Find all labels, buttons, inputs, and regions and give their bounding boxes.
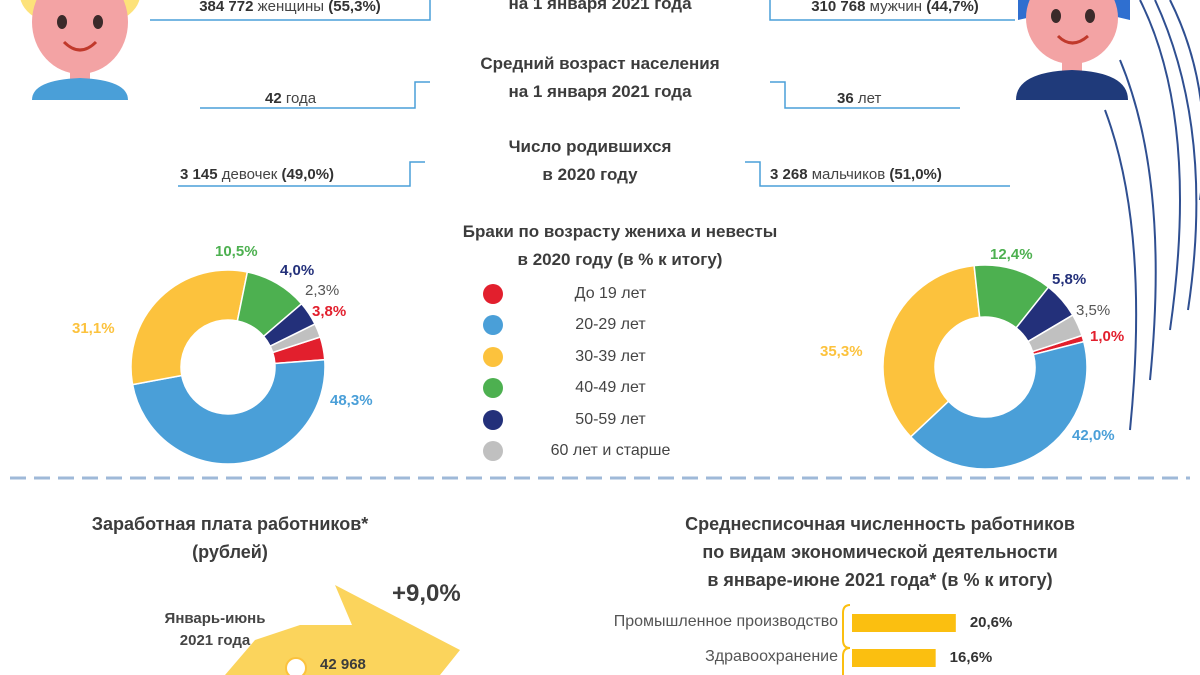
donut-data-label: 35,3% (820, 343, 863, 360)
legend-swatch (483, 283, 503, 304)
salary-value: 42 968 (320, 656, 366, 673)
employment-title-line3: в январе-июне 2021 года* (в % к итогу) (707, 570, 1053, 590)
employment-title: Среднесписочная численность работников п… (590, 510, 1170, 594)
women-population-value: 384 772 (199, 0, 254, 15)
salary-growth: +9,0% (392, 580, 461, 607)
men-population: 310 768 мужчин (44,7%) (770, 0, 1020, 15)
employment-title-line1: Среднесписочная численность работников (685, 514, 1075, 534)
births-girls-pct: (49,0%) (281, 166, 335, 183)
donut-data-label: 31,1% (72, 320, 115, 337)
births-girls-value: 3 145 (180, 166, 218, 183)
decorative-curves (1104, 0, 1200, 431)
donut-chart-right (882, 264, 1088, 470)
connector-lines (150, 0, 1015, 187)
salary-title-line1: Заработная плата работников* (91, 514, 369, 534)
donut-data-label: 42,0% (1072, 427, 1115, 444)
salary-period-line2: 2021 года (179, 632, 251, 649)
donut-slice (269, 323, 322, 354)
bracket-employment (842, 604, 851, 675)
boy-figure-icon (1016, 0, 1130, 100)
salary-period: Январь-июнь 2021 года (150, 608, 280, 652)
legend-label: До 19 лет (574, 284, 647, 302)
avg-age-women-value: 42 (265, 90, 282, 107)
births-boys-value: 3 268 (770, 166, 808, 183)
women-population-pct: (55,3%) (328, 0, 381, 15)
employment-value-label: 20,6% (969, 614, 1013, 631)
donut-data-label: 2,3% (305, 282, 340, 299)
women-population: 384 772 женщины (55,3%) (150, 0, 430, 15)
legend-swatch (483, 409, 503, 430)
births-boys-pct: (51,0%) (889, 166, 942, 183)
population-title: на 1 января 2021 года (508, 0, 692, 13)
avg-age-women-unit: года (285, 90, 317, 107)
employment-bar (852, 614, 956, 632)
donut-slice (131, 358, 326, 465)
legend-swatch (483, 378, 503, 399)
births-boys: 3 268 мальчиков (51,0%) (770, 166, 942, 183)
employment-title-line2: по видам экономической деятельности (702, 542, 1058, 562)
legend-label: 20-29 лет (575, 316, 646, 334)
employment-bar (852, 649, 936, 667)
salary-coin-icon (285, 657, 307, 675)
legend-item: 20-29 лет (483, 310, 723, 342)
legend-item: 40-49 лет (483, 373, 723, 405)
donut-data-label: 3,8% (312, 303, 347, 320)
employment-value-label: 16,6% (949, 649, 993, 666)
donut-data-label: 12,4% (990, 246, 1033, 263)
salary-period-line1: Январь-июнь (164, 610, 266, 627)
men-population-value: 310 768 (811, 0, 866, 15)
donut-slice (1027, 314, 1083, 353)
donut-data-label: 3,5% (1076, 302, 1111, 319)
women-population-label: женщины (257, 0, 325, 15)
births-title-line1: Число родившихся (508, 137, 672, 156)
employment-category-label: Промышленное производство (613, 613, 838, 630)
donut-slice (909, 340, 1088, 470)
legend-label: 60 лет и старше (550, 442, 671, 460)
births-title-line2: в 2020 году (542, 165, 638, 184)
salary-arrow-shape (225, 585, 460, 675)
employment-bar-chart (852, 614, 956, 667)
legend-item: До 19 лет (483, 278, 723, 310)
legend-label: 50-59 лет (575, 410, 646, 428)
births-title: Число родившихся в 2020 году (430, 133, 750, 189)
men-population-pct: (44,7%) (926, 0, 979, 15)
legend-item: 30-39 лет (483, 341, 723, 373)
avg-age-men-value: 36 (837, 90, 854, 107)
salary-title: Заработная плата работников* (рублей) (40, 510, 420, 566)
avg-age-women: 42 года (265, 90, 316, 107)
donut-data-label: 48,3% (330, 392, 373, 409)
donut-data-label: 1,0% (1090, 328, 1125, 345)
births-girls-label: девочек (221, 166, 278, 183)
employment-category-label: Здравоохранение (705, 648, 838, 665)
donut-slice (882, 264, 981, 438)
men-population-label: мужчин (869, 0, 923, 15)
births-girls: 3 145 девочек (49,0%) (180, 166, 334, 183)
legend-swatch (483, 441, 503, 462)
donut-chart-left (130, 269, 326, 465)
legend-swatch (483, 346, 503, 367)
births-boys-label: мальчиков (811, 166, 886, 183)
legend-label: 30-39 лет (575, 347, 646, 365)
girl-figure-icon (20, 0, 140, 100)
marriages-title-line1: Браки по возрасту жениха и невесты (462, 222, 778, 241)
avg-age-men: 36 лет (837, 90, 881, 107)
marriages-legend: До 19 лет 20-29 лет 30-39 лет 40-49 лет 50-5… (483, 278, 723, 467)
marriages-title: Браки по возрасту жениха и невесты в 202… (380, 218, 860, 274)
marriages-title-line2: в 2020 году (в % к итогу) (517, 250, 723, 269)
legend-swatch (483, 315, 503, 336)
donut-data-label: 10,5% (215, 243, 258, 260)
donut-data-label: 5,8% (1052, 271, 1087, 288)
avg-age-title-line2: на 1 января 2021 года (508, 82, 692, 101)
salary-title-line2: (рублей) (192, 542, 268, 562)
donut-slice (130, 269, 249, 386)
legend-label: 40-49 лет (575, 379, 646, 397)
donut-data-label: 4,0% (280, 262, 315, 279)
legend-item: 60 лет и старше (483, 436, 723, 468)
avg-age-title: Средний возраст населения на 1 января 20… (400, 50, 800, 106)
legend-item: 50-59 лет (483, 404, 723, 436)
avg-age-men-unit: лет (857, 90, 882, 107)
avg-age-title-line1: Средний возраст населения (480, 54, 720, 73)
